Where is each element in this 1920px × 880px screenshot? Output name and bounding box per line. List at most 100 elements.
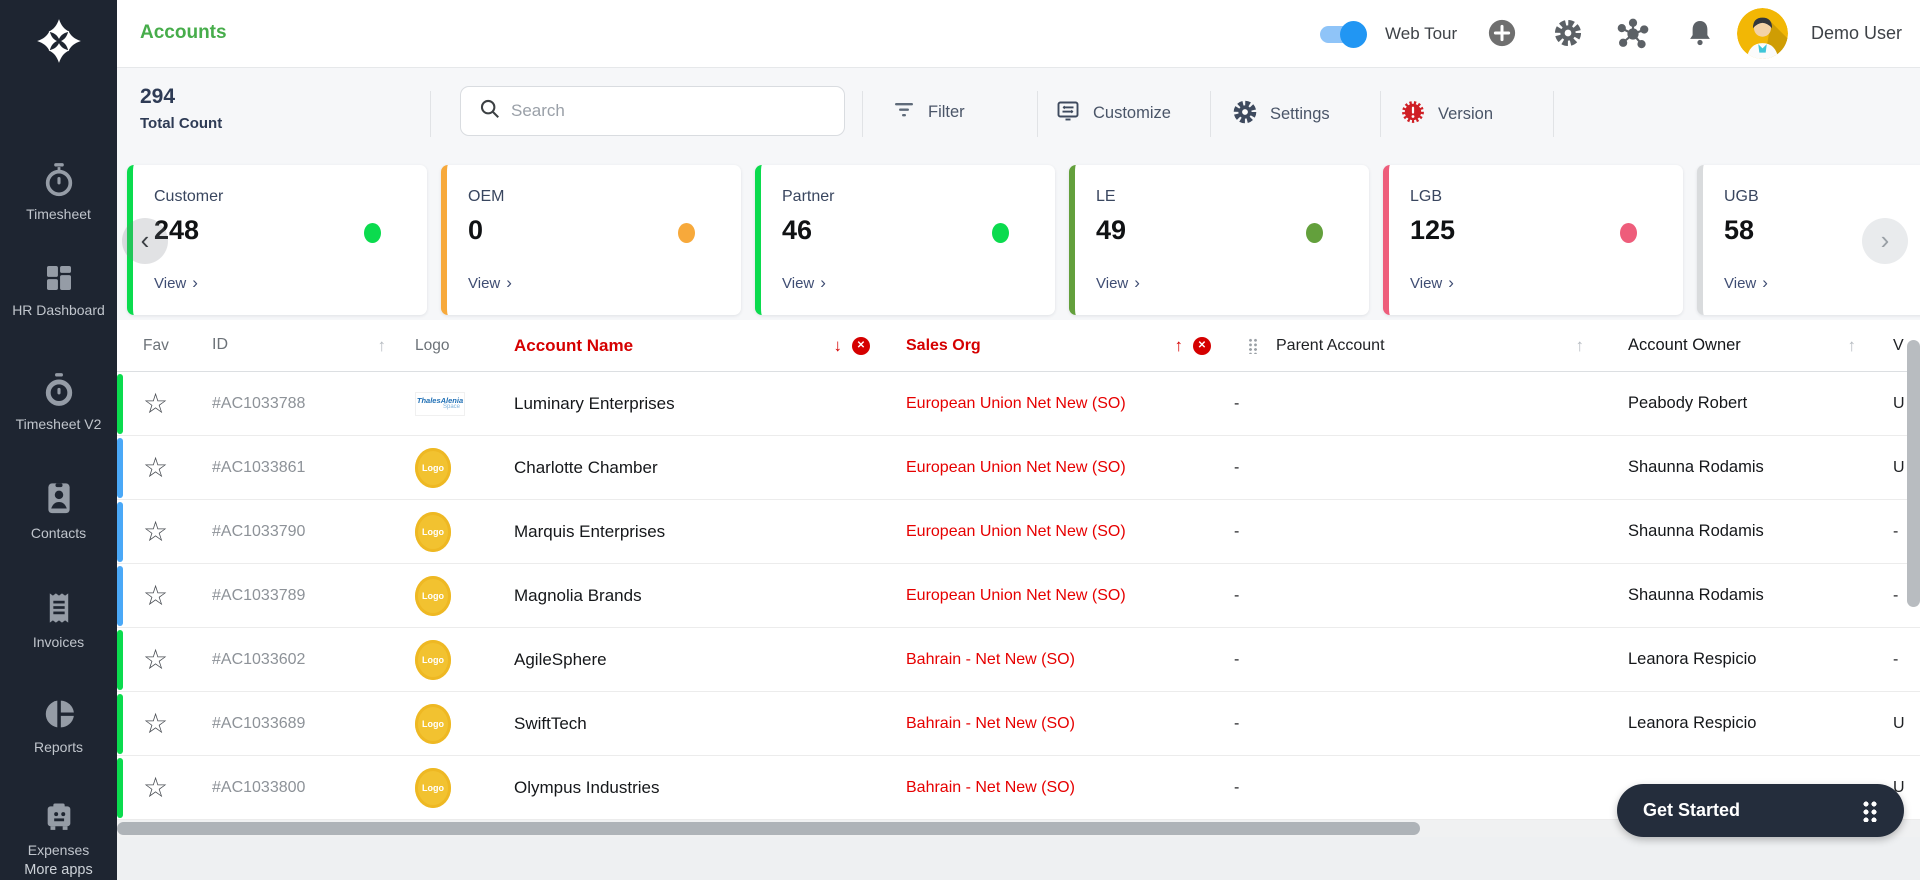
table-row[interactable]: ☆ #AC1033861 Logo Charlotte Chamber Euro… — [117, 436, 1920, 500]
user-name[interactable]: Demo User — [1811, 23, 1903, 43]
add-button[interactable] — [1487, 18, 1519, 50]
favorite-star-icon[interactable]: ☆ — [143, 387, 169, 419]
avatar[interactable] — [1737, 8, 1788, 59]
col-header-logo[interactable]: Logo — [415, 336, 450, 354]
summary-card-customer[interactable]: Customer 248 View › — [127, 165, 427, 315]
col-header-account-owner[interactable]: Account Owner ↑ — [1628, 335, 1857, 355]
horizontal-scrollbar-track[interactable] — [117, 820, 1920, 837]
account-name[interactable]: Marquis Enterprises — [514, 521, 666, 541]
card-view-link[interactable]: View › — [1724, 273, 1768, 292]
favorite-star-icon[interactable]: ☆ — [143, 643, 169, 675]
summary-card-partner[interactable]: Partner 46 View › — [755, 165, 1055, 315]
sidebar-item-timesheet-v2[interactable]: Timesheet V2 — [0, 372, 117, 433]
sales-org: European Union Net New (SO) — [906, 586, 1126, 604]
account-logo-image: ThalesAlenia Space — [415, 391, 465, 416]
sidebar-item-expenses[interactable]: Expenses — [0, 800, 117, 859]
filter-icon — [892, 99, 916, 126]
favorite-star-icon[interactable]: ☆ — [143, 579, 169, 611]
gear-icon[interactable] — [1553, 18, 1585, 50]
sort-asc-icon[interactable]: ↑ — [1847, 335, 1857, 355]
sort-asc-icon[interactable]: ↑ — [1174, 335, 1184, 355]
col-header-fav[interactable]: Fav — [143, 336, 169, 354]
status-dot — [364, 223, 381, 243]
account-owner: Shaunna Rodamis — [1628, 458, 1764, 476]
integrations-icon[interactable] — [1617, 18, 1649, 50]
web-tour-toggle[interactable] — [1320, 21, 1367, 48]
sidebar-item-hr-dashboard[interactable]: HR Dashboard — [0, 262, 117, 319]
account-name[interactable]: Magnolia Brands — [514, 585, 642, 605]
settings-button[interactable]: Settings — [1232, 99, 1330, 130]
account-name[interactable]: SwiftTech — [514, 713, 587, 733]
chevron-right-icon: › — [820, 273, 826, 292]
summary-card-le[interactable]: LE 49 View › — [1069, 165, 1369, 315]
col-header-id[interactable]: ID ↑ — [212, 335, 387, 355]
drag-handle-icon[interactable] — [1248, 337, 1258, 354]
version-button[interactable]: Version — [1400, 99, 1493, 130]
cards-scroll-right-button[interactable]: › — [1862, 218, 1908, 264]
account-id: #AC1033789 — [212, 586, 306, 604]
get-started-button[interactable]: Get Started — [1617, 784, 1904, 837]
version-label: Version — [1438, 105, 1494, 123]
sidebar-item-invoices[interactable]: Invoices — [0, 590, 117, 651]
pie-chart-icon — [0, 697, 117, 731]
status-dot — [678, 223, 695, 243]
account-name[interactable]: Charlotte Chamber — [514, 457, 658, 477]
card-view-link[interactable]: View › — [154, 273, 198, 292]
favorite-star-icon[interactable]: ☆ — [143, 707, 169, 739]
parent-account: - — [1234, 522, 1240, 540]
sort-asc-icon[interactable]: ↑ — [377, 335, 387, 355]
sidebar-item-timesheet[interactable]: Timesheet — [0, 162, 117, 223]
favorite-star-icon[interactable]: ☆ — [143, 515, 169, 547]
cards-scroll-left-button[interactable]: ‹ — [122, 218, 168, 264]
summary-cards-strip: Customer 248 View › OEM 0 View › Partner 4… — [117, 165, 1920, 318]
summary-card-oem[interactable]: OEM 0 View › — [441, 165, 741, 315]
table-row[interactable]: ☆ #AC1033689 Logo SwiftTech Bahrain - Ne… — [117, 692, 1920, 756]
col-header-vertical[interactable]: V — [1893, 336, 1904, 354]
row-accent-bar — [117, 502, 123, 562]
app-logo-icon[interactable] — [0, 16, 117, 71]
row-accent-bar — [117, 758, 123, 818]
summary-card-lgb[interactable]: LGB 125 View › — [1383, 165, 1683, 315]
table-row[interactable]: ☆ #AC1033790 Logo Marquis Enterprises Eu… — [117, 500, 1920, 564]
sort-desc-icon[interactable]: ↓ — [833, 335, 843, 355]
parent-account: - — [1234, 650, 1240, 668]
customize-icon — [1055, 99, 1081, 128]
row-accent-bar — [117, 694, 123, 754]
card-label: UGB — [1724, 188, 1759, 205]
account-name[interactable]: AgileSphere — [514, 649, 607, 669]
status-dot — [1306, 223, 1323, 243]
col-header-account-name[interactable]: Account Name ↓ ✕ — [492, 336, 880, 356]
card-count: 0 — [468, 215, 484, 245]
table-row[interactable]: ☆ #AC1033788 ThalesAlenia Space Luminary … — [117, 372, 1920, 436]
card-label: Partner — [782, 188, 835, 205]
card-view-link[interactable]: View › — [1096, 273, 1140, 292]
parent-account: - — [1234, 778, 1240, 796]
vertical-scrollbar-thumb[interactable] — [1907, 340, 1920, 607]
search-input[interactable]: Search — [460, 86, 845, 136]
vertical-value: U — [1893, 714, 1905, 732]
account-name[interactable]: Olympus Industries — [514, 777, 660, 797]
favorite-star-icon[interactable]: ☆ — [143, 771, 169, 803]
sort-asc-icon[interactable]: ↑ — [1575, 335, 1585, 355]
sidebar-more-apps[interactable]: More apps — [24, 862, 93, 878]
card-view-link[interactable]: View › — [782, 273, 826, 292]
card-label: OEM — [468, 188, 505, 205]
table-row[interactable]: ☆ #AC1033602 Logo AgileSphere Bahrain - … — [117, 628, 1920, 692]
horizontal-scrollbar-thumb[interactable] — [117, 822, 1420, 835]
account-name[interactable]: Luminary Enterprises — [514, 393, 675, 413]
col-header-parent-account[interactable]: Parent Account ↑ — [1225, 336, 1600, 356]
sidebar-item-contacts[interactable]: Contacts — [0, 481, 117, 542]
clear-filter-icon[interactable]: ✕ — [852, 336, 870, 355]
notifications-bell-icon[interactable] — [1685, 18, 1717, 50]
clear-filter-icon[interactable]: ✕ — [1193, 336, 1211, 355]
vertical-value: - — [1893, 650, 1899, 668]
favorite-star-icon[interactable]: ☆ — [143, 451, 169, 483]
table-row[interactable]: ☆ #AC1033789 Logo Magnolia Brands Europe… — [117, 564, 1920, 628]
customize-button[interactable]: Customize — [1055, 99, 1171, 128]
card-view-link[interactable]: View › — [468, 273, 512, 292]
sidebar-item-reports[interactable]: Reports — [0, 697, 117, 756]
card-view-link[interactable]: View › — [1410, 273, 1454, 292]
get-started-label: Get Started — [1643, 800, 1741, 820]
filter-button[interactable]: Filter — [892, 99, 965, 126]
col-header-sales-org[interactable]: Sales Org ↑ ✕ — [880, 336, 1225, 356]
